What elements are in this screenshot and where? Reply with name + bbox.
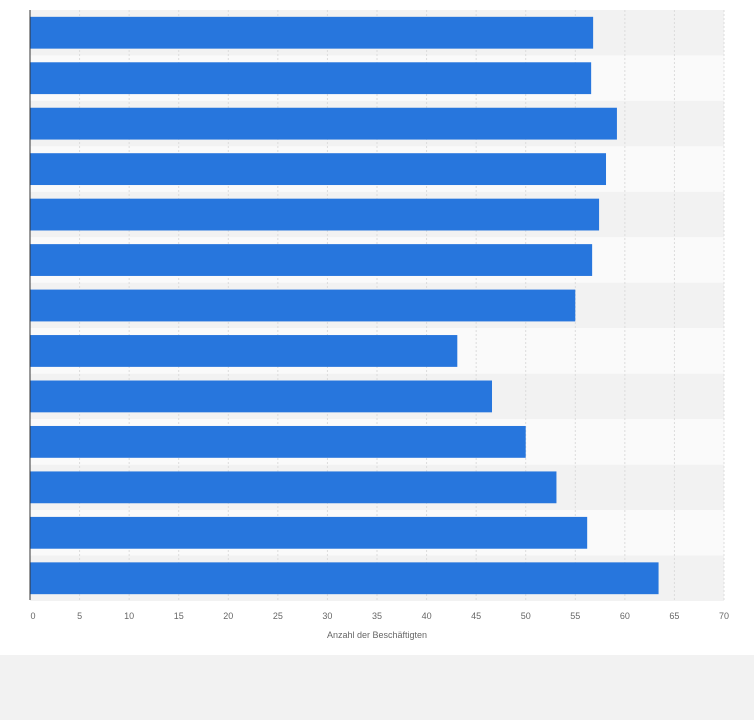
bar[interactable] [30, 471, 557, 504]
x-tick-label: 0 [30, 611, 35, 621]
x-tick-label: 60 [620, 611, 630, 621]
x-tick-label: 55 [570, 611, 580, 621]
x-tick-label: 15 [174, 611, 184, 621]
x-tick-label: 20 [223, 611, 233, 621]
x-tick-label: 35 [372, 611, 382, 621]
bar[interactable] [30, 335, 458, 367]
x-tick-label: 40 [422, 611, 432, 621]
bar[interactable] [30, 244, 593, 276]
x-tick-label: 10 [124, 611, 134, 621]
x-tick-label: 45 [471, 611, 481, 621]
bar[interactable] [30, 153, 607, 186]
bar[interactable] [30, 289, 576, 322]
bar[interactable] [30, 16, 594, 49]
x-axis-label: Anzahl der Beschäftigten [327, 630, 427, 640]
x-tick-label: 65 [669, 611, 679, 621]
bar[interactable] [30, 516, 588, 549]
bar[interactable] [30, 380, 493, 413]
footer-band [0, 655, 754, 720]
x-tick-label: 50 [521, 611, 531, 621]
bar[interactable] [30, 62, 592, 95]
bar[interactable] [30, 107, 617, 140]
x-tick-label: 5 [77, 611, 82, 621]
bars [30, 16, 659, 595]
bar[interactable] [30, 198, 600, 231]
bar[interactable] [30, 562, 659, 595]
bar[interactable] [30, 425, 526, 458]
x-tick-label: 25 [273, 611, 283, 621]
x-tick-label: 30 [322, 611, 332, 621]
x-tick-label: 70 [719, 611, 729, 621]
x-axis-ticks: 0 5 10 15 20 25 30 35 40 45 50 55 60 65 70 [30, 611, 729, 621]
